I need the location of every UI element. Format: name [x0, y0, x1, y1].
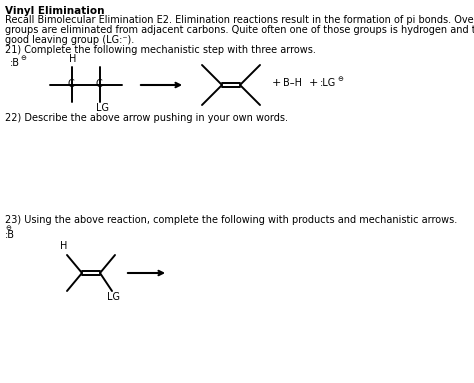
Text: Vinyl Elimination: Vinyl Elimination — [5, 6, 104, 16]
Text: groups are eliminated from adjacent carbons. Quite often one of those groups is : groups are eliminated from adjacent carb… — [5, 25, 474, 35]
Text: ⊖: ⊖ — [5, 225, 11, 231]
Text: :B: :B — [10, 58, 20, 68]
Text: H: H — [60, 241, 67, 251]
Text: +: + — [272, 78, 282, 88]
Text: +: + — [309, 78, 319, 88]
Text: good leaving group (LG:⁻).: good leaving group (LG:⁻). — [5, 35, 134, 45]
Text: 22) Describe the above arrow pushing in your own words.: 22) Describe the above arrow pushing in … — [5, 113, 288, 123]
Text: H: H — [69, 54, 76, 64]
Text: 21) Complete the following mechanistic step with three arrows.: 21) Complete the following mechanistic s… — [5, 45, 316, 55]
Text: :B: :B — [5, 230, 15, 240]
Text: B–H: B–H — [283, 78, 302, 88]
Text: ⊖: ⊖ — [337, 76, 343, 82]
Text: :LG: :LG — [320, 78, 336, 88]
Text: LG: LG — [96, 103, 109, 113]
Text: C: C — [68, 79, 75, 89]
Text: C: C — [96, 79, 103, 89]
Text: LG: LG — [107, 292, 120, 302]
Text: Recall Bimolecular Elimination E2. Elimination reactions result in the formation: Recall Bimolecular Elimination E2. Elimi… — [5, 15, 474, 25]
Text: 23) Using the above reaction, complete the following with products and mechanist: 23) Using the above reaction, complete t… — [5, 215, 457, 225]
Text: ⊖: ⊖ — [20, 55, 26, 61]
